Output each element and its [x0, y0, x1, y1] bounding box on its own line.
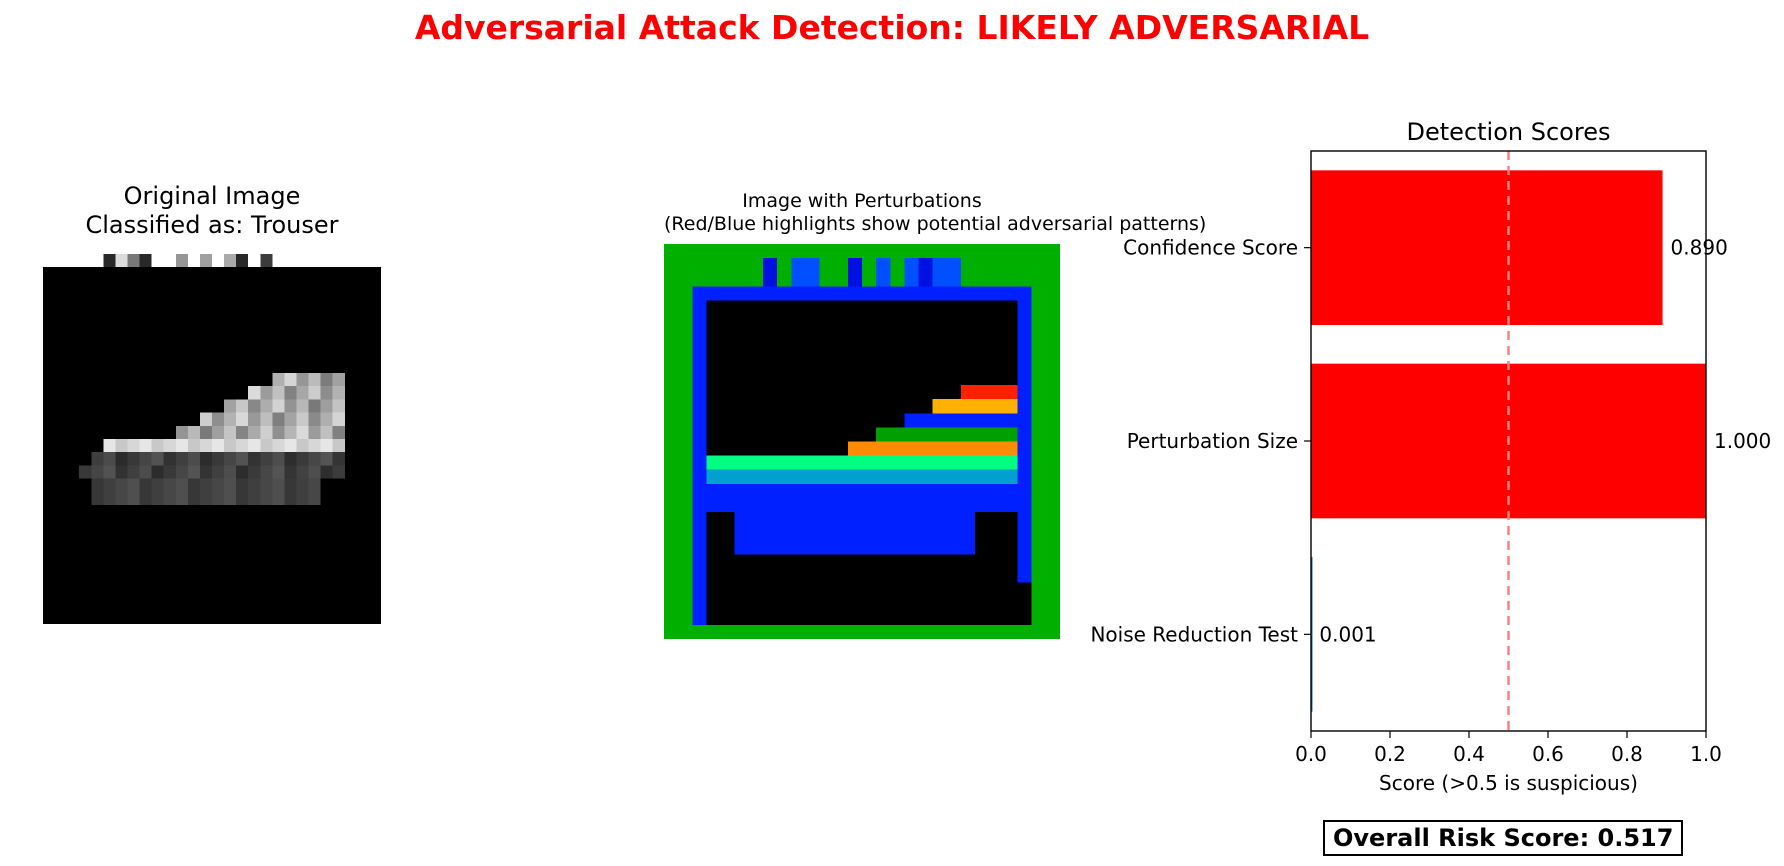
- overall-risk-score-box: Overall Risk Score: 0.517: [1323, 820, 1684, 856]
- x-tick-label: 1.0: [1690, 742, 1722, 766]
- original-image-title: Original Image Classified as: Trouser: [43, 182, 381, 241]
- original-image-classification: Classified as: Trouser: [85, 211, 339, 240]
- x-axis-label: Score (>0.5 is suspicious): [1379, 771, 1638, 795]
- plot-frame: [1310, 150, 1707, 732]
- perturbation-image-title-line1: Image with Perturbations: [742, 190, 982, 212]
- y-tick-label: Noise Reduction Test: [1090, 622, 1298, 646]
- bar-value-label: 0.890: [1671, 236, 1728, 260]
- x-tick-label: 0.6: [1532, 742, 1564, 766]
- y-tick-label: Confidence Score: [1123, 236, 1298, 260]
- x-tick-label: 0.2: [1374, 742, 1406, 766]
- x-tick-label: 0.4: [1453, 742, 1485, 766]
- bar-3: [1311, 557, 1313, 712]
- y-tick-label: Perturbation Size: [1127, 429, 1298, 453]
- x-tick-label: 0.8: [1611, 742, 1643, 766]
- original-image-title-line1: Original Image: [123, 182, 301, 210]
- bar-value-label: 1.000: [1714, 429, 1771, 453]
- bar-value-label: 0.001: [1319, 622, 1376, 646]
- chart-title: Detection Scores: [1407, 118, 1611, 146]
- perturbation-highlight-image: [664, 244, 1060, 639]
- page-title: Adversarial Attack Detection: LIKELY ADV…: [414, 8, 1370, 47]
- bar-1: [1311, 170, 1663, 325]
- original-sneaker-image: [43, 254, 381, 624]
- x-tick-label: 0.0: [1295, 742, 1327, 766]
